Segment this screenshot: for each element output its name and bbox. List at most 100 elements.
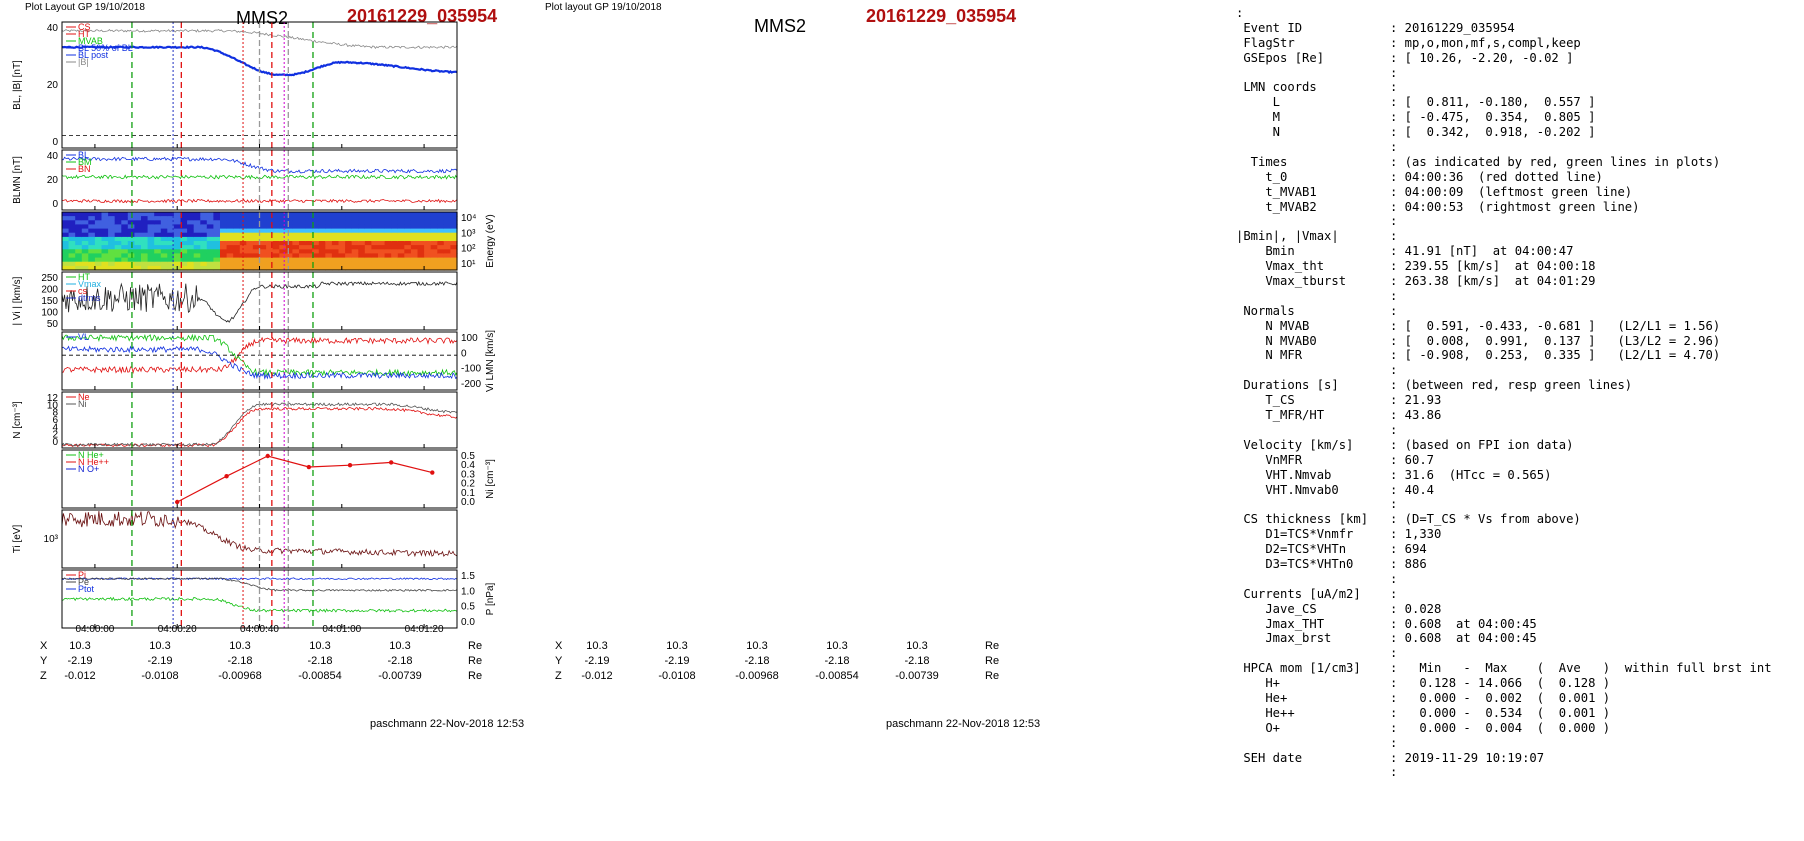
- spectrogram-cell: [378, 224, 386, 230]
- info-line: He+: 0.000 - 0.002 ( 0.001 ): [1236, 691, 1772, 706]
- info-key: Normals: [1236, 303, 1295, 318]
- left-ytick-left: 50: [47, 319, 59, 330]
- spectrogram-cell: [299, 261, 307, 267]
- spectrogram-cell: [252, 232, 261, 238]
- spectrogram-cell: [292, 257, 300, 263]
- spectrogram-cell: [259, 257, 267, 263]
- spectrogram-cell: [312, 249, 320, 254]
- spectrogram-cell: [220, 228, 228, 234]
- spectrogram-cell: [147, 216, 155, 221]
- spectrogram-cell: [101, 212, 109, 217]
- spectrogram-cell: [193, 245, 201, 250]
- spectrogram-cell: [180, 220, 188, 225]
- info-key: CS thickness [km]: [1236, 512, 1369, 527]
- spectrogram-cell: [121, 245, 129, 250]
- spectrogram-cell: [239, 241, 247, 246]
- spectrogram-cell: [424, 265, 432, 271]
- spectrogram-cell: [239, 212, 247, 217]
- info-key: t_MVAB1: [1236, 184, 1317, 199]
- spectrogram-cell: [443, 253, 451, 259]
- spectrogram-cell: [450, 249, 458, 254]
- spectrogram-cell: [299, 245, 307, 250]
- spectrogram-cell: [200, 236, 208, 242]
- position-value: -2.18: [387, 655, 413, 667]
- spectrogram-cell: [167, 245, 175, 250]
- spectrogram-cell: [285, 224, 293, 230]
- spectrogram-cell: [437, 216, 445, 221]
- spectrogram-cell: [279, 236, 287, 242]
- spectrogram-cell: [417, 236, 425, 242]
- spectrogram-cell: [134, 228, 142, 234]
- spectrogram-cell: [75, 212, 83, 217]
- spectrogram-cell: [351, 261, 359, 267]
- left-he-pp-line: [176, 455, 433, 503]
- spectrogram-cell: [378, 212, 386, 217]
- spectrogram-cell: [430, 249, 438, 254]
- info-line: :: [1236, 363, 1772, 378]
- spectrogram-cell: [114, 216, 122, 221]
- spectrogram-cell: [62, 265, 70, 271]
- spectrogram-cell: [239, 224, 247, 230]
- spectrogram-cell: [68, 232, 76, 238]
- spectrogram-cell: [239, 232, 247, 238]
- spectrogram-cell: [351, 224, 359, 230]
- spectrogram-cell: [160, 245, 168, 250]
- spectrogram-cell: [364, 212, 372, 217]
- spectrogram-cell: [305, 228, 313, 234]
- spectrogram-cell: [417, 212, 425, 217]
- spectrogram-cell: [279, 249, 287, 254]
- spectrogram-cell: [239, 253, 247, 259]
- spectrogram-cell: [259, 249, 267, 254]
- spectrogram-cell: [338, 228, 346, 234]
- spectrogram-cell: [351, 253, 359, 259]
- position-value: 10.3: [826, 640, 848, 652]
- spectrogram-cell: [318, 236, 326, 242]
- left-legend-label: CS: [78, 22, 91, 32]
- spectrogram-cell: [160, 261, 168, 267]
- spectrogram-cell: [430, 241, 438, 246]
- spectrogram-cell: [384, 245, 392, 250]
- spectrogram-cell: [213, 253, 221, 259]
- spectrogram-cell: [193, 257, 201, 263]
- spectrogram-cell: [81, 224, 89, 230]
- info-key: Velocity [km/s]: [1236, 437, 1354, 452]
- info-key: N MVAB0: [1236, 333, 1317, 348]
- spectrogram-cell: [233, 212, 241, 217]
- spectrogram-cell: [101, 220, 109, 225]
- left-ytick-left: 40: [47, 151, 59, 162]
- info-key: D3=TCS*VHTn0: [1236, 556, 1354, 571]
- spectrogram-cell: [206, 249, 214, 254]
- info-line: CS thickness [km]: (D=T_CS * Vs from abo…: [1236, 512, 1772, 527]
- info-key: t_MVAB2: [1236, 199, 1317, 214]
- spectrogram-cell: [397, 232, 405, 238]
- spectrogram-cell: [121, 228, 129, 234]
- spectrogram-cell: [345, 220, 353, 225]
- spectrogram-cell: [325, 265, 333, 271]
- spectrogram-cell: [108, 212, 116, 217]
- info-key: Times: [1236, 154, 1288, 169]
- left-position-table: X 10.3 10.3 10.3 10.3 10.3 Re Y -2.19 -2.19 -2.18 -…: [40, 640, 500, 690]
- spectrogram-cell: [450, 257, 458, 263]
- spectrogram-cell: [312, 236, 320, 242]
- spectrogram-cell: [338, 261, 346, 267]
- spectrogram-cell: [81, 265, 89, 271]
- spectrogram-cell: [108, 228, 116, 234]
- spectrogram-cell: [239, 257, 247, 263]
- spectrogram-cell: [233, 265, 241, 271]
- spectrogram-cell: [200, 216, 208, 221]
- spectrogram-cell: [200, 241, 208, 246]
- spectrogram-cell: [259, 245, 267, 250]
- spectrogram-cell: [246, 216, 254, 221]
- spectrogram-cell: [378, 257, 386, 263]
- position-value: 10.3: [906, 640, 928, 652]
- spectrogram-cell: [305, 220, 313, 225]
- spectrogram-cell: [364, 265, 372, 271]
- spectrogram-cell: [279, 253, 287, 259]
- info-value: : 04:00:36 (red dotted line): [1390, 169, 1603, 184]
- spectrogram-cell: [325, 216, 333, 221]
- position-value: 10.3: [149, 640, 171, 652]
- right-position-table: X 10.3 10.3 10.3 10.3 10.3 Re Y -2.19 -2.19 -2.18 -…: [555, 640, 1025, 690]
- left-ytick-right: 10³: [461, 228, 476, 239]
- spectrogram-cell: [94, 257, 103, 263]
- spectrogram-cell: [187, 228, 195, 234]
